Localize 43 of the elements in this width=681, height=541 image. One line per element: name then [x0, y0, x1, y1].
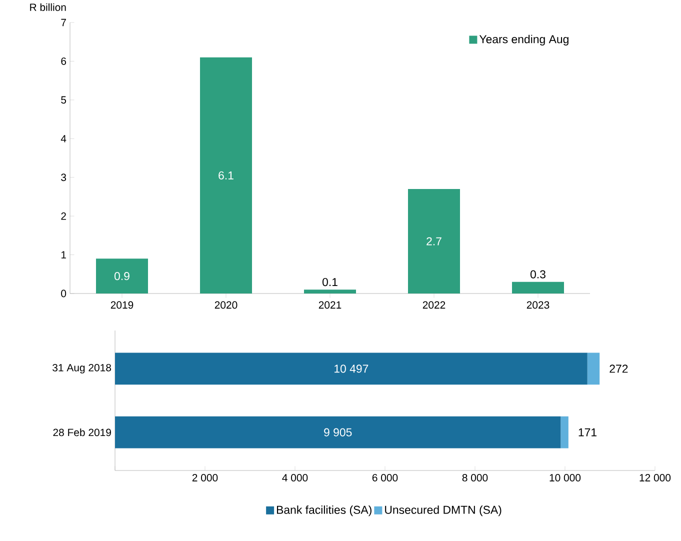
data-label: 171	[578, 428, 596, 437]
y-tick-label: 28 Feb 2019	[53, 428, 111, 436]
data-label: 9 905	[324, 428, 352, 437]
bar	[587, 353, 600, 385]
data-label: 10 497	[334, 364, 368, 373]
y-tick-label: 5	[61, 96, 66, 104]
x-tick-label: 6 000	[372, 474, 398, 482]
x-tick-label: 4 000	[282, 474, 308, 482]
x-tick-label: 8 000	[462, 474, 488, 482]
y-tick-label: 0	[61, 290, 66, 298]
data-label: 6.1	[218, 172, 234, 180]
x-tick-label: 2023	[526, 302, 550, 309]
bar	[304, 290, 356, 294]
y-tick-label: 1	[61, 251, 66, 259]
y-tick-label: 4	[60, 135, 66, 142]
data-label: 2.7	[426, 237, 442, 246]
data-label: 0.3	[530, 270, 546, 279]
x-tick-label: 2021	[318, 302, 342, 309]
legend-label: Unsecured DMTN (SA)	[385, 506, 502, 516]
bar	[115, 416, 561, 448]
y-tick-label: 3	[61, 174, 66, 182]
bar	[408, 189, 460, 294]
legend-label: Bank facilities (SA)	[276, 506, 372, 516]
x-tick-label: 2020	[214, 302, 238, 309]
y-tick-label: 7	[61, 19, 66, 26]
y-tick-label: 2	[61, 212, 66, 220]
bar	[115, 353, 588, 385]
bar	[200, 58, 252, 294]
legend-label: Years ending Aug	[479, 35, 568, 46]
bar	[512, 282, 564, 294]
data-label: 0.9	[114, 272, 130, 280]
bar	[560, 416, 568, 448]
data-label: 272	[610, 364, 628, 373]
y-tick-label: 6	[61, 58, 66, 66]
y-tick-label: 31 Aug 2018	[52, 364, 112, 374]
x-tick-label: 2022	[422, 302, 446, 309]
bar	[96, 258, 148, 294]
y-axis-title: R billion	[30, 4, 66, 12]
data-label: 0.1	[322, 278, 338, 286]
x-tick-label: 2 000	[192, 474, 218, 482]
x-tick-label: 2019	[110, 302, 134, 309]
x-tick-label: 12 000	[640, 474, 671, 482]
x-tick-label: 10 000	[550, 474, 581, 482]
